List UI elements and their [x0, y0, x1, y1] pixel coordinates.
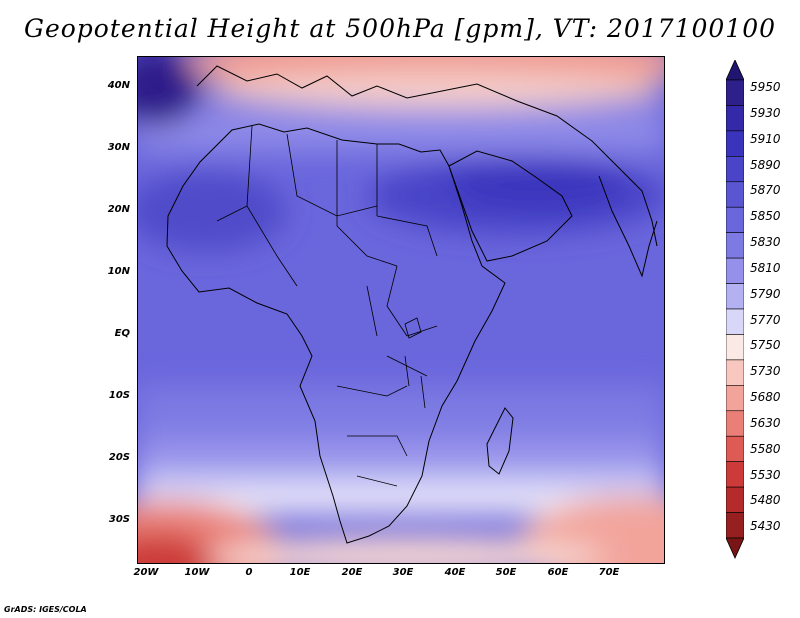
- lat-label-20n: 20N: [107, 204, 130, 215]
- colorbar: [726, 60, 744, 559]
- colorbar-cell: [726, 486, 744, 513]
- lon-label-60e: 60E: [547, 567, 569, 578]
- geopotential-map: [137, 56, 665, 564]
- colorbar-label: 5850: [750, 209, 781, 223]
- colorbar-cell: [726, 512, 744, 539]
- colorbar-cell: [726, 435, 744, 462]
- lon-label-0: 0: [245, 567, 253, 578]
- colorbar-cell: [726, 308, 744, 335]
- colorbar-label: 5790: [750, 287, 781, 301]
- colorbar-cell: [726, 385, 744, 412]
- colorbar-cell: [726, 232, 744, 259]
- lat-label-10n: 10N: [107, 266, 130, 277]
- lon-label-10w: 10W: [184, 567, 210, 578]
- field-band-south-2: [137, 436, 665, 476]
- colorbar-label: 5430: [750, 519, 781, 533]
- map-title: Geopotential Height at 500hPa [gpm], VT:…: [23, 14, 777, 43]
- colorbar-label: 5580: [750, 442, 781, 456]
- lon-label-20e: 20E: [341, 567, 363, 578]
- grads-credit: GrADS: IGES/COLA: [4, 605, 87, 614]
- field-high-atlantic: [137, 56, 202, 126]
- lat-label-40n: 40N: [107, 80, 130, 91]
- colorbar-label: 5810: [750, 261, 781, 275]
- coastline-eurasia: [196, 65, 658, 247]
- colorbar-bottom-arrow: [726, 537, 744, 559]
- map-frame: [137, 56, 665, 564]
- colorbar-label: 5950: [750, 80, 781, 94]
- lon-label-70e: 70E: [598, 567, 620, 578]
- colorbar-cell: [726, 79, 744, 106]
- colorbar-label: 5680: [750, 390, 781, 404]
- lon-label-40e: 40E: [444, 567, 466, 578]
- lat-label-30n: 30N: [107, 142, 130, 153]
- colorbar-label: 5750: [750, 338, 781, 352]
- colorbar-cell: [726, 257, 744, 284]
- colorbar-label: 5830: [750, 235, 781, 249]
- colorbar-cell: [726, 206, 744, 233]
- colorbar-label: 5480: [750, 493, 781, 507]
- lon-label-50e: 50E: [495, 567, 517, 578]
- field-high-arabia-core: [447, 162, 627, 210]
- coastline-madagascar: [486, 407, 514, 475]
- coastline-arabia: [448, 150, 573, 262]
- lon-label-30e: 30E: [392, 567, 414, 578]
- coastline-india: [598, 175, 658, 278]
- colorbar-cell: [726, 283, 744, 310]
- lake-tanganyika: [404, 355, 426, 409]
- colorbar-label: 5910: [750, 132, 781, 146]
- colorbar-label: 5870: [750, 183, 781, 197]
- colorbar-cell: [726, 410, 744, 437]
- lat-label-20s: 20S: [108, 452, 130, 463]
- lat-label-30s: 30S: [108, 514, 130, 525]
- lake-victoria: [404, 317, 422, 339]
- lat-label-10s: 10S: [108, 390, 130, 401]
- coastline-africa: [166, 123, 506, 544]
- colorbar-label: 5890: [750, 158, 781, 172]
- colorbar-label: 5930: [750, 106, 781, 120]
- colorbar-cell: [726, 359, 744, 386]
- field-high-sahara: [137, 171, 287, 251]
- lon-label-10e: 10E: [289, 567, 311, 578]
- colorbar-label: 5770: [750, 313, 781, 327]
- field-low-mediterranean-edge: [207, 73, 665, 109]
- lon-label-20w: 20W: [133, 567, 159, 578]
- colorbar-top-arrow: [726, 60, 744, 81]
- colorbar-label: 5630: [750, 416, 781, 430]
- colorbar-label: 5730: [750, 364, 781, 378]
- field-low-south-center: [207, 536, 607, 564]
- colorbar-cell: [726, 334, 744, 361]
- field-band-south-4: [137, 494, 665, 514]
- colorbar-cell: [726, 105, 744, 132]
- colorbar-cell: [726, 461, 744, 488]
- colorbar-cell: [726, 156, 744, 183]
- field-low-south-atlantic-core: [137, 534, 217, 564]
- colorbar-label: 5530: [750, 468, 781, 482]
- colorbar-cell: [726, 181, 744, 208]
- lat-label-eq: EQ: [114, 328, 130, 339]
- colorbar-cell: [726, 130, 744, 157]
- country-borders: [216, 125, 438, 487]
